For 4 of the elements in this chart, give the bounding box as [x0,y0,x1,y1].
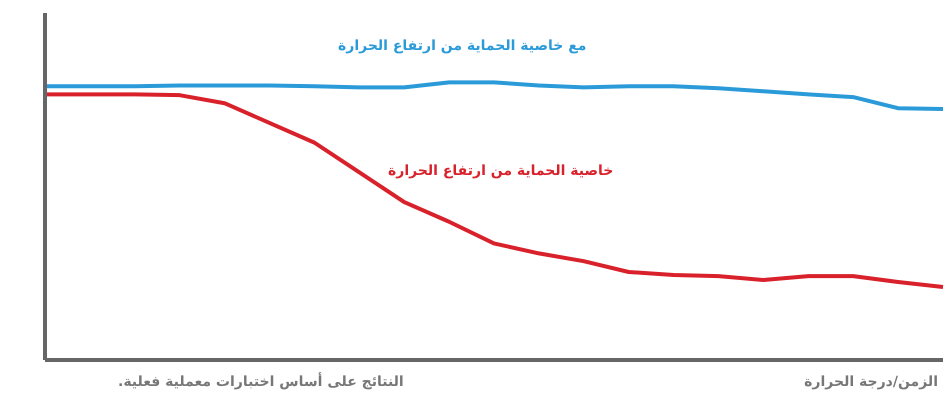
text: النتائج على أساس اختبارات معملية فعلية. [118,374,404,390]
series-label: خاصية الحماية من ارتفاع الحرارة [388,163,614,179]
x-axis-title: الزمن/درجة الحرارة [804,374,938,390]
text: مع خاصية الحماية من ارتفاع الحرارة [338,38,586,54]
